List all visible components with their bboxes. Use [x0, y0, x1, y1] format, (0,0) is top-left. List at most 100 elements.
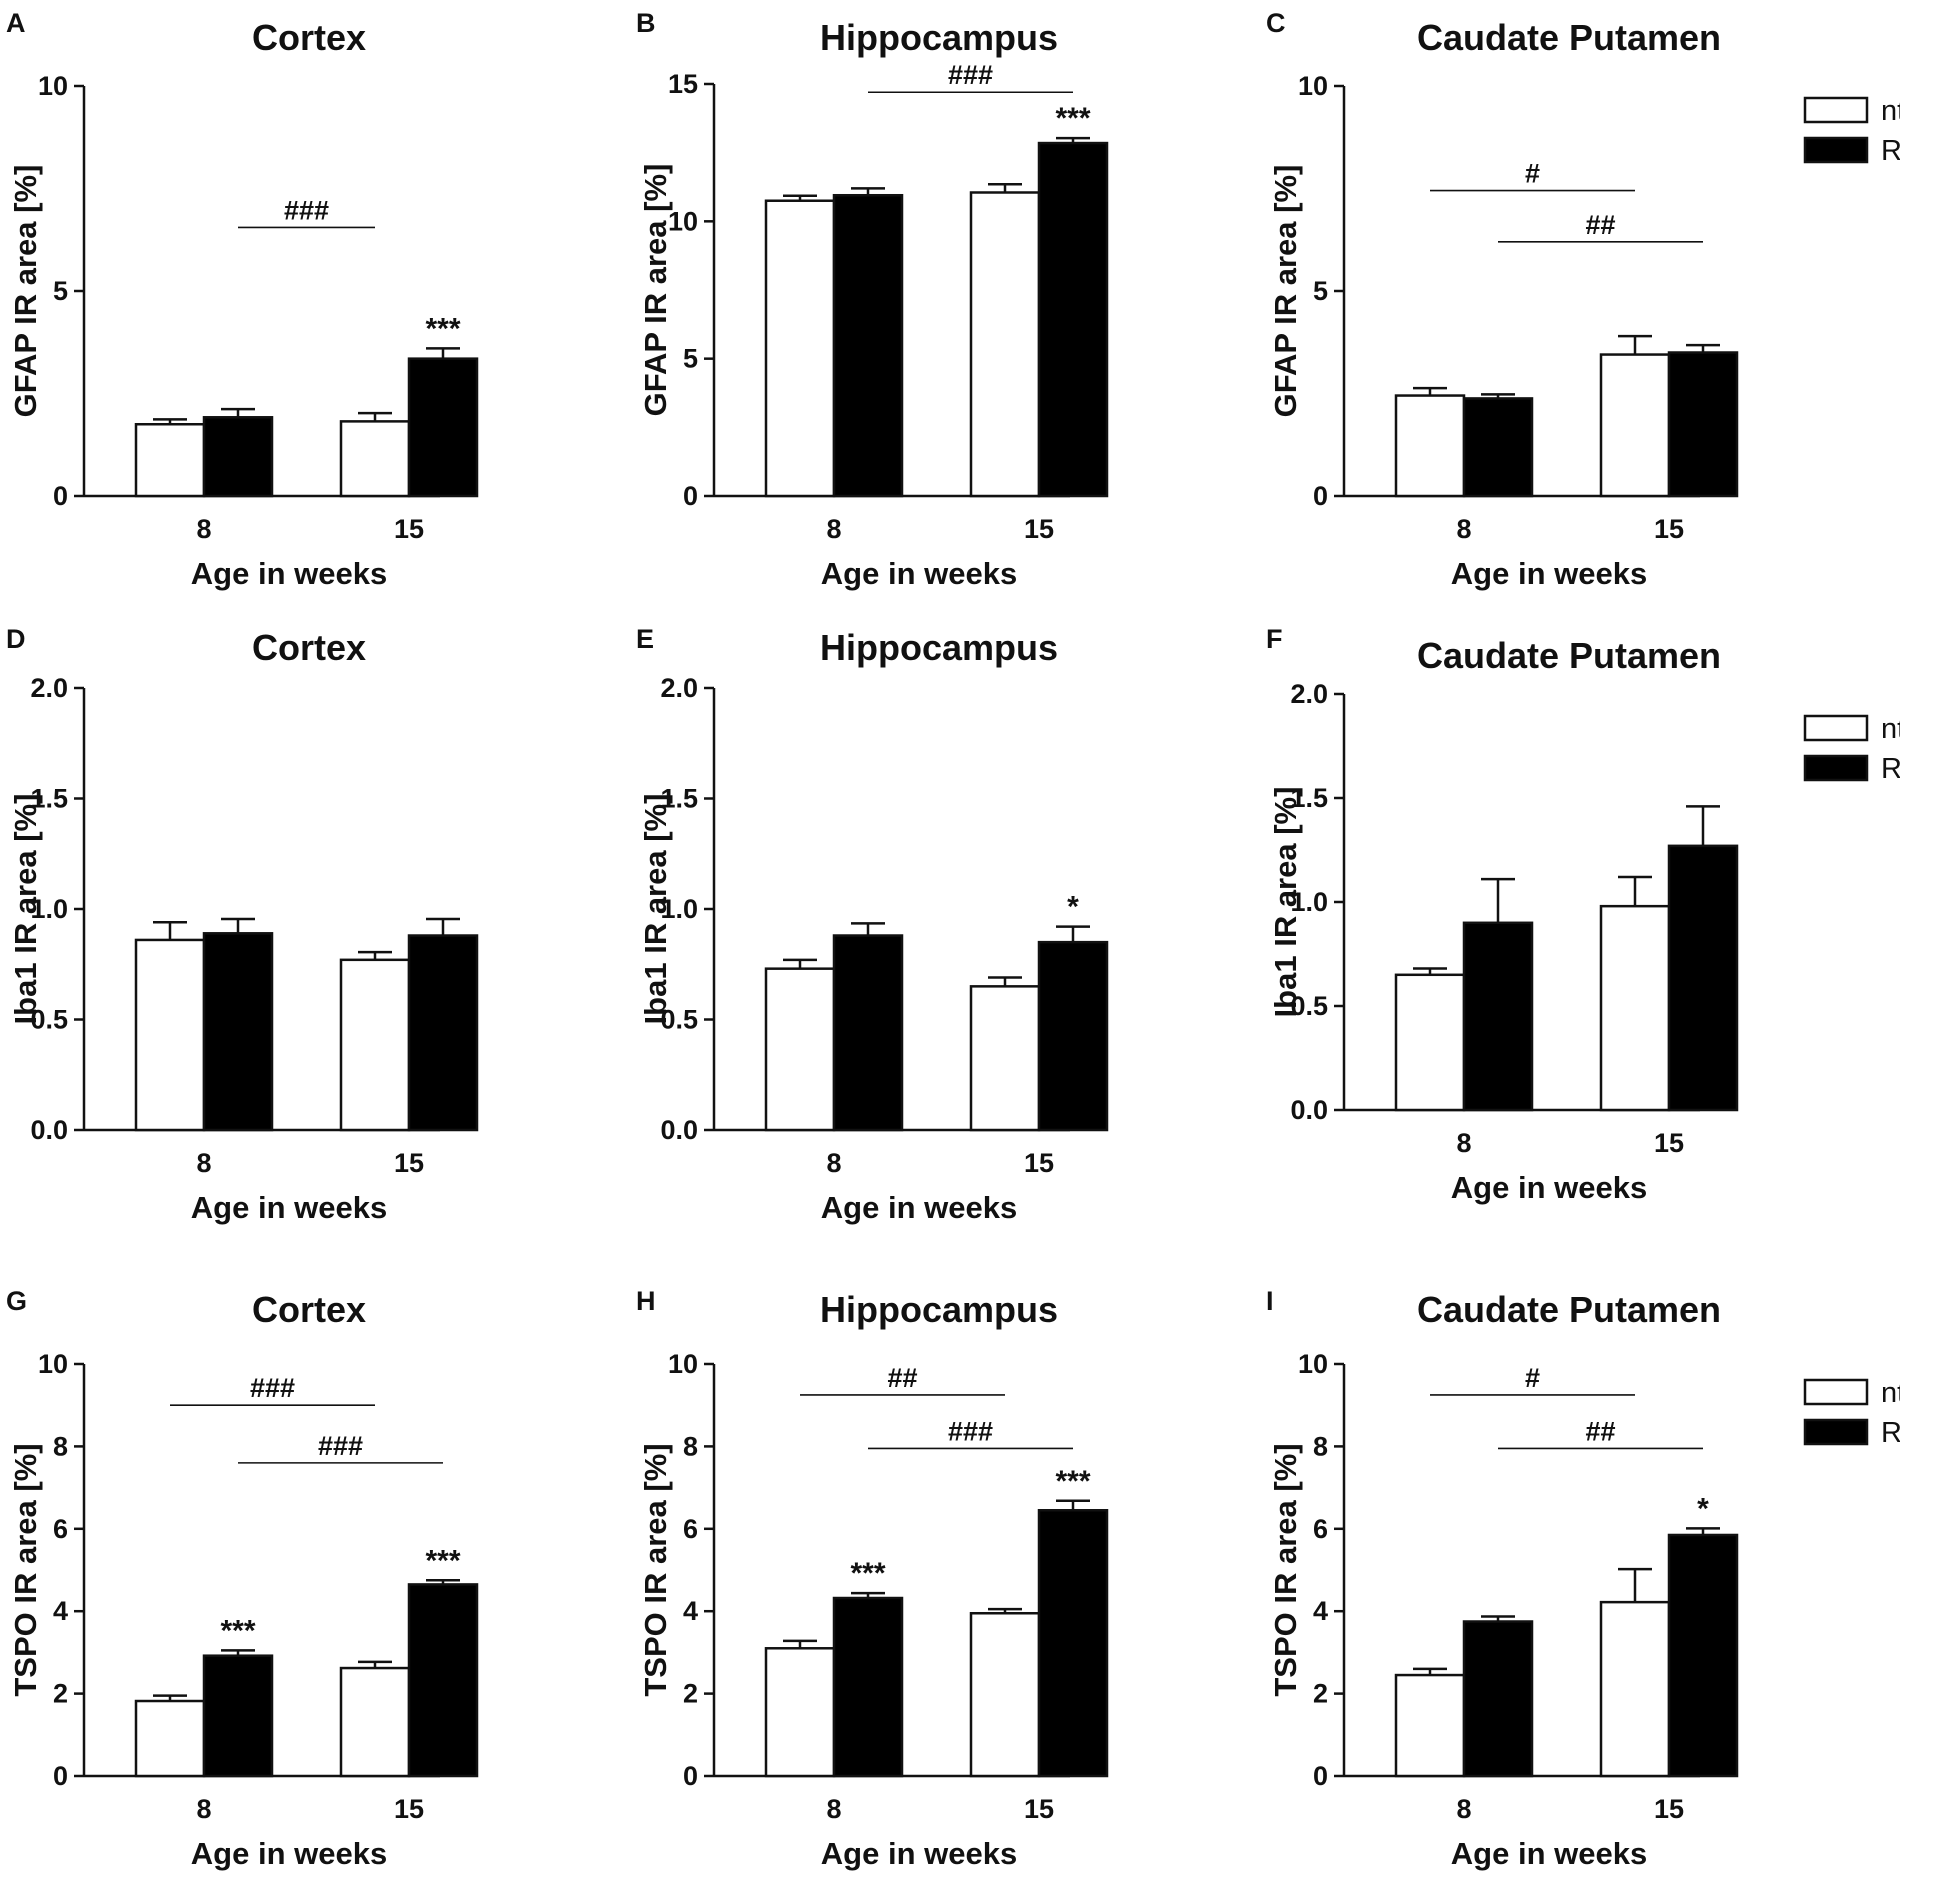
y-tick-label: 1.0 [660, 894, 698, 924]
y-tick-label: 0.5 [660, 1005, 698, 1035]
legend-label: R6/2 [1881, 1417, 1900, 1449]
panel-letter: D [6, 628, 26, 654]
y-tick-label: 8 [683, 1431, 698, 1461]
bar-r62-week-15 [1667, 351, 1739, 498]
panel-letter: A [6, 8, 26, 38]
y-tick-label: 5 [1313, 276, 1328, 306]
x-tick-label: 15 [394, 1794, 424, 1824]
legend-swatch-r62 [1803, 754, 1869, 782]
significance-star: *** [1055, 1465, 1090, 1498]
bar-r62-week-15 [407, 934, 479, 1132]
panel-i-tspo-caudate-putamen: I Caudate Putamen TSPO IR area [%] 0 2 4 6 8 10 8… [1266, 1286, 1900, 1871]
panel-h-tspo-hippocampus: H Hippocampus TSPO IR area [%] 0 2 4 6 8 10 8 15Ag… [636, 1286, 1109, 1871]
y-tick-label: 0.0 [660, 1115, 698, 1145]
x-tick-label: 15 [1024, 1794, 1054, 1824]
bar-r62-week-15 [407, 1583, 479, 1778]
chart-title: Cortex [252, 628, 366, 668]
bar-r62-week-8 [1462, 397, 1534, 498]
y-tick-label: 5 [683, 344, 698, 374]
y-tick-label: 10 [1298, 1349, 1328, 1379]
panel-d-iba1-cortex: D Cortex Iba1 IR area [%] 0.0 0.5 1.0 1.5 2.0 8 1… [6, 628, 479, 1225]
bar-r62-week-15 [407, 357, 479, 498]
y-tick-label: 5 [53, 276, 68, 306]
panel-c-gfap-caudate-putamen: C Caudate Putamen GFAP IR area [%] 0 5 10 8 15A… [1266, 8, 1900, 591]
significance-star: *** [1055, 102, 1090, 135]
y-tick-label: 1.0 [1290, 887, 1328, 917]
comparison-label: ### [284, 195, 329, 225]
y-tick-label: 2.0 [30, 673, 68, 703]
x-tick-label: 8 [826, 1148, 841, 1178]
y-tick-label: 0 [53, 1761, 68, 1791]
y-tick-label: 10 [668, 206, 698, 236]
x-axis-label: Age in weeks [821, 1190, 1017, 1225]
x-tick-label: 15 [394, 514, 424, 544]
x-tick-label: 15 [1024, 1148, 1054, 1178]
comparison-label: ### [318, 1431, 363, 1461]
bar-ntg-week-15 [1599, 904, 1671, 1112]
panel-letter: E [636, 628, 654, 654]
x-tick-label: 15 [1024, 514, 1054, 544]
bar-r62-week-8 [832, 1596, 904, 1778]
y-tick-label: 0.0 [1290, 1095, 1328, 1125]
bar-ntg-week-15 [969, 985, 1041, 1132]
x-tick-label: 8 [1456, 1794, 1471, 1824]
x-tick-label: 15 [1654, 1794, 1684, 1824]
y-tick-label: 6 [53, 1514, 68, 1544]
legend-swatch-r62 [1803, 136, 1869, 164]
y-axis-label: Iba1 IR area [%] [1268, 787, 1303, 1018]
y-axis-label: Iba1 IR area [%] [8, 794, 43, 1025]
significance-star: *** [425, 312, 460, 345]
y-tick-label: 4 [1313, 1596, 1328, 1626]
bar-r62-week-15 [1037, 1509, 1109, 1778]
y-tick-label: 10 [668, 1349, 698, 1379]
chart-title: Hippocampus [820, 17, 1058, 58]
chart-title: Caudate Putamen [1417, 17, 1721, 58]
panel-letter: F [1266, 628, 1283, 654]
bar-ntg-week-15 [339, 958, 411, 1132]
legend-swatch-ntg [1803, 714, 1869, 742]
comparison-label: ## [887, 1363, 917, 1393]
legend-swatch-ntg [1803, 1378, 1869, 1406]
legend-swatch-ntg [1803, 96, 1869, 124]
bar-ntg-week-8 [764, 1647, 836, 1778]
bar-r62-week-8 [202, 1654, 274, 1778]
legend-label: R6/2 [1881, 753, 1900, 785]
y-axis-label: TSPO IR area [%] [1268, 1443, 1303, 1696]
bar-r62-week-8 [202, 416, 274, 498]
comparison-label: # [1525, 159, 1540, 189]
bar-r62-week-8 [1462, 1620, 1534, 1778]
panel-letter: C [1266, 8, 1286, 38]
bar-r62-week-15 [1037, 141, 1109, 498]
legend-label: ntg [1881, 95, 1900, 127]
significance-star: *** [850, 1557, 885, 1590]
bar-ntg-week-8 [134, 938, 206, 1132]
bar-r62-week-8 [202, 932, 274, 1132]
y-tick-label: 2.0 [1290, 679, 1328, 709]
y-tick-label: 10 [1298, 71, 1328, 101]
y-axis-label: Iba1 IR area [%] [638, 794, 673, 1025]
x-axis-label: Age in weeks [821, 556, 1017, 591]
bar-ntg-week-8 [1394, 394, 1466, 498]
bar-ntg-week-8 [764, 199, 836, 498]
significance-star: * [1067, 891, 1079, 924]
x-tick-label: 8 [826, 514, 841, 544]
chart-title: Cortex [252, 17, 366, 58]
y-tick-label: 6 [1313, 1514, 1328, 1544]
comparison-label: ## [1585, 210, 1615, 240]
y-tick-label: 0.0 [30, 1115, 68, 1145]
legend-label: ntg [1881, 1377, 1900, 1409]
x-tick-label: 15 [1654, 514, 1684, 544]
x-axis-label: Age in weeks [821, 1836, 1017, 1871]
y-tick-label: 0 [1313, 1761, 1328, 1791]
bar-ntg-week-8 [1394, 1673, 1466, 1778]
panel-letter: G [6, 1286, 27, 1316]
bar-ntg-week-15 [969, 1612, 1041, 1778]
panel-letter: H [636, 1286, 656, 1316]
y-tick-label: 0 [1313, 481, 1328, 511]
y-tick-label: 15 [668, 69, 698, 99]
bar-ntg-week-15 [1599, 353, 1671, 498]
